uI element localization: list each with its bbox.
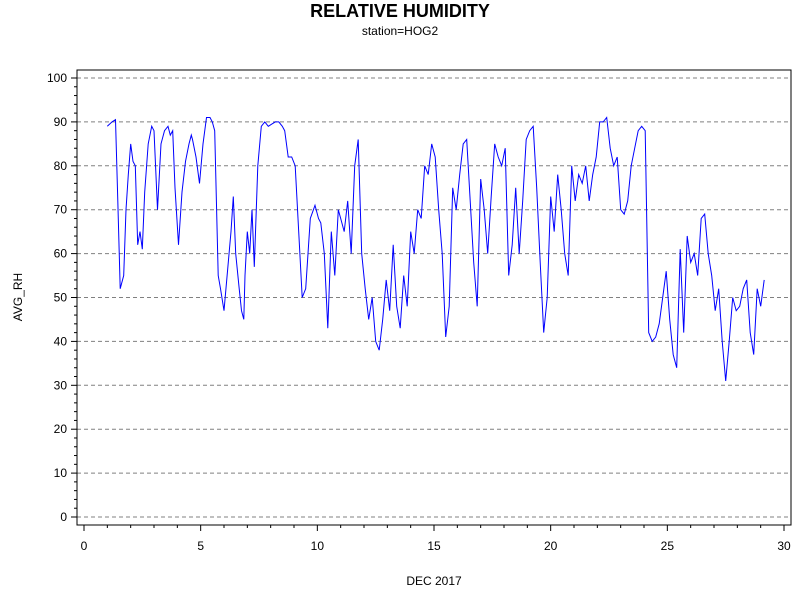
y-tick-label: 40 [54,334,68,348]
grid-lines [77,77,791,518]
x-tick-label: 20 [544,539,558,553]
y-axis-ticks: 0 10 20 30 40 50 60 70 80 90 100 [47,71,77,524]
y-tick-label: 20 [54,422,68,436]
y-tick-label: 100 [47,71,67,85]
x-tick-label: 25 [661,539,675,553]
y-tick-label: 10 [54,466,68,480]
x-tick-label: 5 [197,539,204,553]
chart-subtitle: station=HOG2 [362,24,439,38]
x-axis-ticks: 0 5 10 15 20 25 30 [81,525,791,553]
rh-series-line [106,116,765,381]
x-axis-label: DEC 2017 [406,574,462,588]
x-tick-label: 10 [311,539,325,553]
x-tick-label: 15 [427,539,441,553]
x-tick-label: 30 [777,539,791,553]
y-tick-label: 60 [54,247,68,261]
x-tick-label: 0 [81,539,88,553]
y-tick-label: 50 [54,291,68,305]
chart-title: RELATIVE HUMIDITY [310,1,490,21]
y-tick-label: 30 [54,378,68,392]
y-tick-label: 0 [60,510,67,524]
y-tick-label: 70 [54,203,68,217]
y-tick-label: 80 [54,159,68,173]
y-tick-label: 90 [54,115,68,129]
y-axis-label: AVG_RH [11,273,25,321]
